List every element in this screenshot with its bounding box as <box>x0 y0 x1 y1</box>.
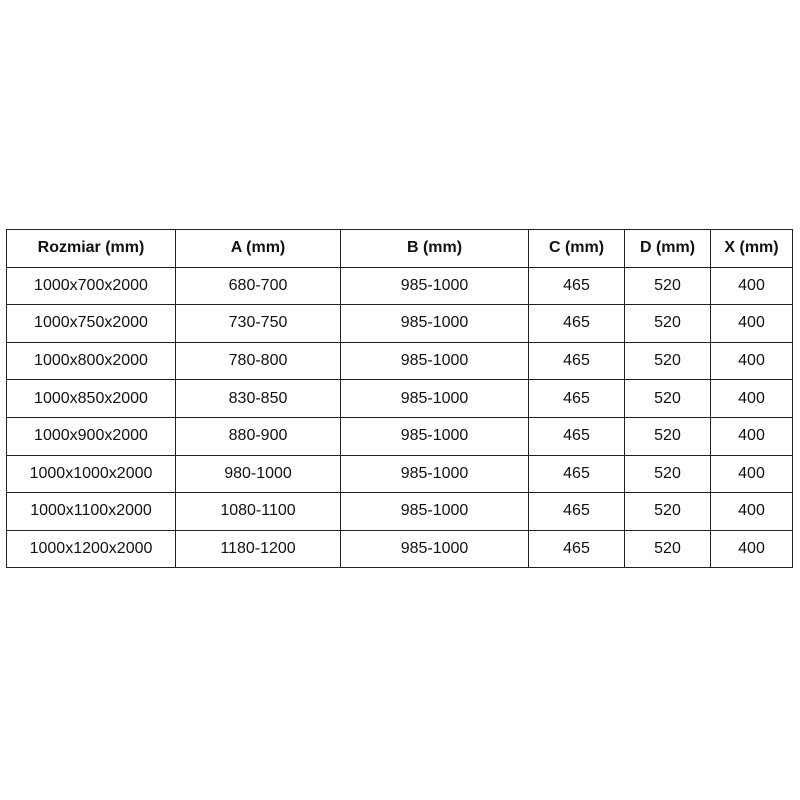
table-cell: 1000x750x2000 <box>6 304 176 343</box>
table-cell: 400 <box>710 492 793 531</box>
table-cell: 1000x1200x2000 <box>6 529 176 569</box>
table-cell: 520 <box>624 416 711 456</box>
table-cell: 980-1000 <box>175 454 341 494</box>
table-row: 1000x800x2000 780-800 985-1000 465 520 400 <box>6 341 793 381</box>
table-cell: 1000x700x2000 <box>6 266 176 306</box>
table-cell: 465 <box>528 492 625 531</box>
table-cell: 985-1000 <box>340 304 529 343</box>
table-cell: 400 <box>710 304 793 343</box>
dimensions-table: Rozmiar (mm) A (mm) B (mm) C (mm) D (mm) X (m… <box>6 229 793 569</box>
table-cell: 1000x1100x2000 <box>6 492 176 531</box>
table-cell: 520 <box>624 454 711 494</box>
header-row: Rozmiar (mm) A (mm) B (mm) C (mm) D (mm) X (m… <box>6 229 793 268</box>
table-cell: 400 <box>710 529 793 569</box>
table-row: 1000x1100x2000 1080-1100 985-1000 465 520 400 <box>6 492 793 531</box>
table-cell: 465 <box>528 266 625 306</box>
table-cell: 880-900 <box>175 416 341 456</box>
column-header: A (mm) <box>175 229 341 268</box>
column-header: X (mm) <box>710 229 793 268</box>
table-cell: 780-800 <box>175 341 341 381</box>
table-row: 1000x750x2000 730-750 985-1000 465 520 400 <box>6 304 793 343</box>
table-cell: 520 <box>624 266 711 306</box>
table-cell: 465 <box>528 341 625 381</box>
table-cell: 520 <box>624 379 711 418</box>
column-header: B (mm) <box>340 229 529 268</box>
table-row: 1000x900x2000 880-900 985-1000 465 520 400 <box>6 416 793 456</box>
table-cell: 520 <box>624 492 711 531</box>
column-header: D (mm) <box>624 229 711 268</box>
table-cell: 1180-1200 <box>175 529 341 569</box>
table-cell: 400 <box>710 341 793 381</box>
table-cell: 400 <box>710 416 793 456</box>
table-cell: 985-1000 <box>340 266 529 306</box>
table-cell: 400 <box>710 454 793 494</box>
column-header: C (mm) <box>528 229 625 268</box>
table-cell: 400 <box>710 266 793 306</box>
table-cell: 520 <box>624 529 711 569</box>
table-cell: 1000x800x2000 <box>6 341 176 381</box>
table-row: 1000x850x2000 830-850 985-1000 465 520 400 <box>6 379 793 418</box>
table-cell: 465 <box>528 529 625 569</box>
table-cell: 465 <box>528 454 625 494</box>
table-cell: 465 <box>528 304 625 343</box>
table-cell: 465 <box>528 416 625 456</box>
column-header: Rozmiar (mm) <box>6 229 176 268</box>
table-cell: 985-1000 <box>340 454 529 494</box>
table-row: 1000x1200x2000 1180-1200 985-1000 465 520 400 <box>6 529 793 569</box>
table-cell: 1000x900x2000 <box>6 416 176 456</box>
table-cell: 985-1000 <box>340 492 529 531</box>
table-cell: 985-1000 <box>340 341 529 381</box>
table-cell: 465 <box>528 379 625 418</box>
table-cell: 400 <box>710 379 793 418</box>
table-cell: 830-850 <box>175 379 341 418</box>
table-cell: 985-1000 <box>340 379 529 418</box>
table-cell: 1000x850x2000 <box>6 379 176 418</box>
table-cell: 985-1000 <box>340 529 529 569</box>
table-cell: 520 <box>624 304 711 343</box>
table-cell: 985-1000 <box>340 416 529 456</box>
table-cell: 730-750 <box>175 304 341 343</box>
table-row: 1000x1000x2000 980-1000 985-1000 465 520 400 <box>6 454 793 494</box>
table-cell: 1080-1100 <box>175 492 341 531</box>
table-cell: 520 <box>624 341 711 381</box>
table-row: 1000x700x2000 680-700 985-1000 465 520 400 <box>6 266 793 306</box>
table-cell: 680-700 <box>175 266 341 306</box>
table-cell: 1000x1000x2000 <box>6 454 176 494</box>
